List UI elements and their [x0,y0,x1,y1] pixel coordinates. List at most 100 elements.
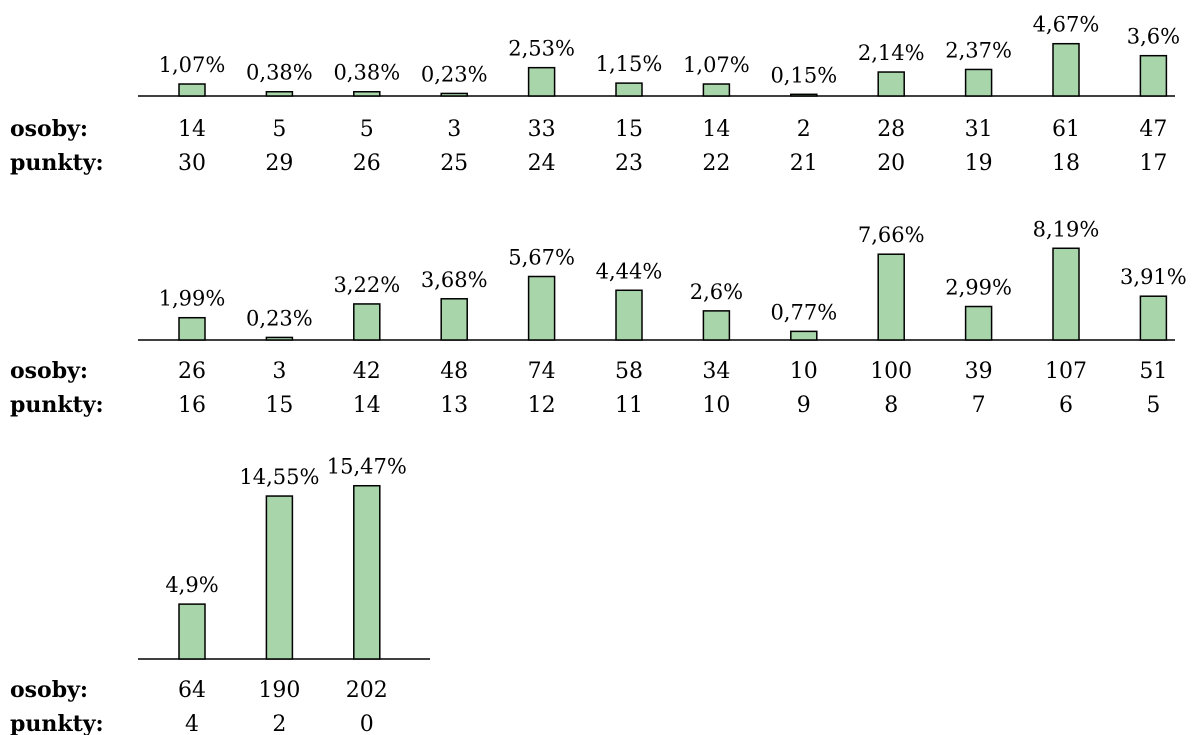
punkty-value: 23 [615,151,643,176]
bar [877,253,905,341]
punkty-row-label: punkty: [10,392,104,418]
percent-data-label: 2,6% [690,280,743,304]
bar [615,289,643,341]
bar [178,603,206,660]
percent-data-label: 4,67% [1033,13,1100,37]
punkty-value: 25 [440,151,468,176]
punkty-value: 19 [965,151,993,176]
osoby-value: 14 [178,117,206,142]
punkty-value: 20 [877,151,905,176]
punkty-value: 17 [1139,151,1167,176]
osoby-value: 28 [877,117,905,142]
osoby-value: 61 [1052,117,1080,142]
punkty-value: 13 [440,393,468,418]
percent-data-label: 0,23% [246,306,313,330]
punkty-value: 26 [353,151,381,176]
percent-data-label: 0,77% [770,300,837,324]
osoby-value: 26 [178,359,206,384]
percent-data-label: 0,38% [333,61,400,85]
percent-data-label: 7,66% [858,223,925,247]
bar [877,71,905,97]
bar [702,83,731,97]
bar [964,68,993,97]
bar [527,275,556,341]
punkty-value: 2 [272,712,286,735]
punkty-value: 21 [790,151,818,176]
percent-data-label: 0,38% [246,61,313,85]
bar [440,92,468,97]
osoby-row-label: osoby: [10,116,88,142]
percent-data-label: 15,47% [327,455,407,479]
punkty-value: 16 [178,393,206,418]
punkty-row-label: punkty: [10,711,104,735]
osoby-value: 10 [790,359,818,384]
percent-data-label: 2,37% [945,38,1012,62]
bar [790,93,818,97]
bar [353,90,381,97]
bar [1052,42,1080,97]
punkty-value: 7 [972,393,986,418]
osoby-value: 107 [1045,359,1087,384]
bar [1139,54,1168,97]
percent-data-label: 1,15% [596,52,663,76]
punkty-value: 15 [265,393,293,418]
osoby-value: 48 [440,359,468,384]
percent-data-label: 1,99% [159,287,226,311]
bar [265,90,294,97]
osoby-value: 34 [702,359,730,384]
punkty-value: 12 [528,393,556,418]
punkty-value: 29 [265,151,293,176]
osoby-value: 202 [346,678,388,703]
osoby-value: 64 [178,678,206,703]
osoby-value: 14 [702,117,730,142]
osoby-value: 74 [528,359,556,384]
bar [615,82,643,97]
punkty-value: 9 [797,393,811,418]
osoby-value: 58 [615,359,643,384]
bar [265,336,294,341]
osoby-value: 39 [965,359,993,384]
percent-data-label: 0,23% [421,62,488,86]
percent-data-label: 5,67% [508,245,575,269]
percent-data-label: 3,91% [1120,265,1187,289]
percent-data-label: 4,44% [596,259,663,283]
punkty-value: 8 [884,393,898,418]
punkty-value: 22 [702,151,730,176]
punkty-value: 30 [178,151,206,176]
punkty-value: 14 [353,393,381,418]
percent-data-label: 3,22% [333,273,400,297]
osoby-value: 42 [353,359,381,384]
osoby-value: 3 [447,117,461,142]
bar [353,303,381,341]
punkty-value: 6 [1059,393,1073,418]
osoby-value: 33 [528,117,556,142]
bar [790,330,818,341]
punkty-value: 10 [702,393,730,418]
osoby-row-label: osoby: [10,358,88,384]
percent-data-label: 14,55% [239,465,319,489]
osoby-value: 2 [797,117,811,142]
bar [964,305,993,341]
percent-data-label: 1,07% [683,53,750,77]
punkty-row-label: punkty: [10,150,104,176]
punkty-value: 0 [360,712,374,735]
osoby-value: 51 [1139,359,1167,384]
percent-data-label: 2,53% [508,37,575,61]
bar [440,298,468,341]
percent-data-label: 2,14% [858,41,925,65]
percent-data-label: 3,68% [421,268,488,292]
punkty-value: 18 [1052,151,1080,176]
bar [1052,247,1080,341]
percent-data-label: 4,9% [165,573,218,597]
osoby-value: 5 [360,117,374,142]
bar [178,83,206,97]
osoby-value: 3 [272,359,286,384]
osoby-row-label: osoby: [10,677,88,703]
bar [178,316,206,341]
bar [353,484,381,660]
osoby-value: 15 [615,117,643,142]
percent-data-label: 8,19% [1033,217,1100,241]
bar [265,495,294,660]
percent-data-label: 0,15% [770,63,837,87]
